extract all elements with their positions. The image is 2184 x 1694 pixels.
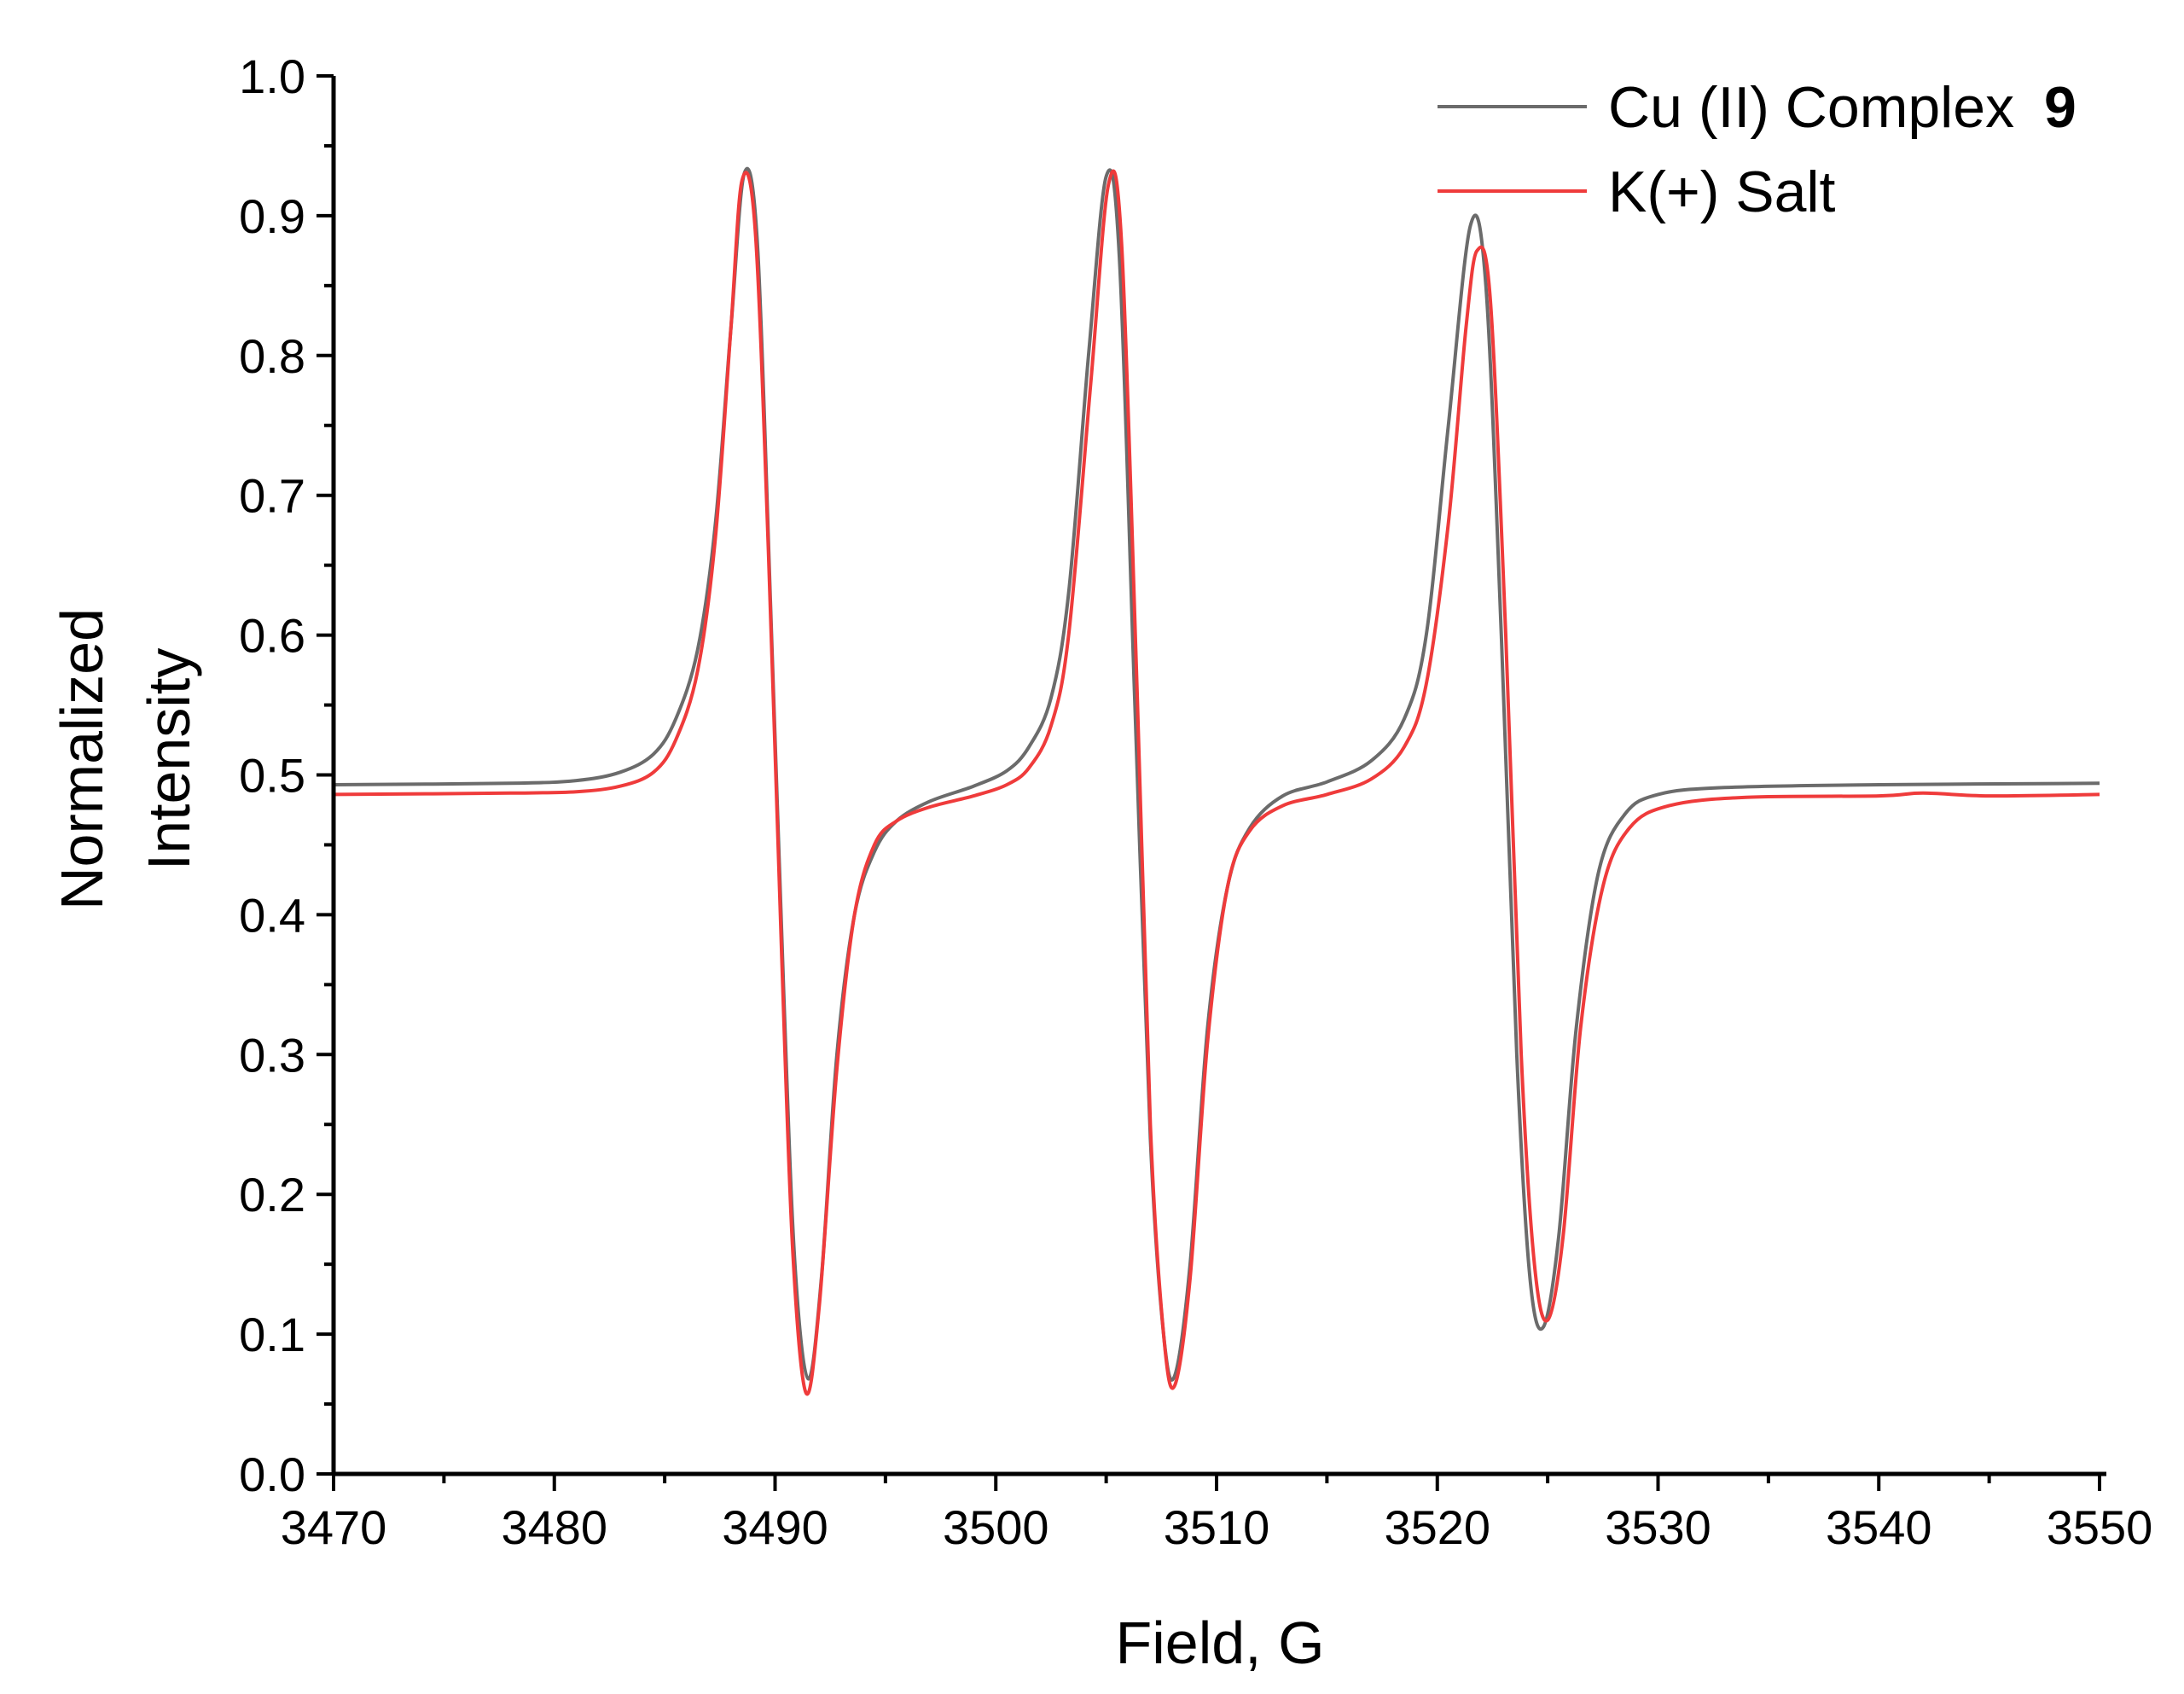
y-tick-label: 0.2 — [239, 1168, 305, 1221]
x-tick-label: 3480 — [501, 1500, 607, 1554]
x-tick-label: 3510 — [1164, 1500, 1270, 1554]
series-layer — [333, 166, 2100, 1396]
series-line-0 — [333, 166, 2100, 1382]
y-tick-label: 1.0 — [239, 49, 305, 103]
y-tick-label: 0.4 — [239, 888, 305, 942]
series-line-1 — [333, 169, 2100, 1396]
x-tick-label: 3550 — [2047, 1500, 2153, 1554]
x-tick-label: 3490 — [722, 1500, 828, 1554]
y-tick-label: 0.9 — [239, 189, 305, 243]
x-tick-label: 3530 — [1605, 1500, 1711, 1554]
y-tick-label: 0.0 — [239, 1447, 305, 1501]
y-tick-label: 0.1 — [239, 1308, 305, 1361]
y-tick-label: 0.8 — [239, 329, 305, 383]
x-axis-title: Field, G — [1115, 1610, 1324, 1676]
y-axis-title-line-2: Intensity — [136, 648, 202, 871]
y-tick-label: 0.3 — [239, 1028, 305, 1082]
x-tick-label: 3540 — [1826, 1500, 1932, 1554]
x-tick-label: 3500 — [943, 1500, 1049, 1554]
legend-label-k-salt: K(+) Salt — [1608, 160, 1836, 224]
axes — [331, 76, 2106, 1476]
ticks: 3470 3480 3490 3500 3510 3520 3530 3540 3550 0.0 0… — [239, 49, 2152, 1554]
x-tick-label: 3470 — [281, 1500, 387, 1554]
y-tick-label: 0.7 — [239, 469, 305, 523]
x-tick-label: 3520 — [1384, 1500, 1490, 1554]
legend-label-cu-complex: Cu (II) Complex 9 — [1608, 75, 2077, 140]
y-tick-label: 0.5 — [239, 749, 305, 803]
y-tick-label: 0.6 — [239, 609, 305, 663]
legend: Cu (II) Complex 9 K(+) Salt — [1438, 75, 2077, 224]
y-axis-title-line-1: Normalized — [49, 608, 115, 910]
